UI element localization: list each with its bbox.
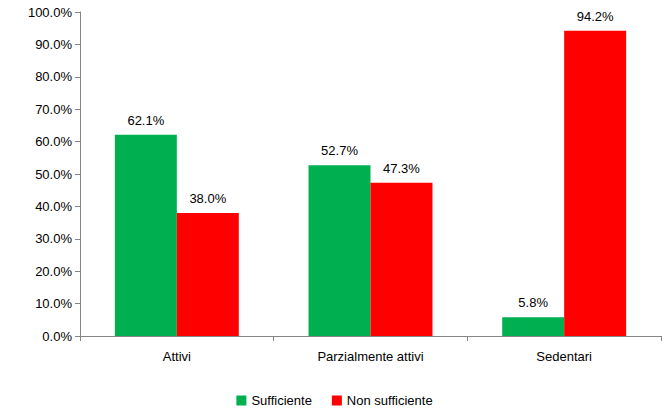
svg-text:60.0%: 60.0%: [35, 134, 72, 149]
svg-text:47.3%: 47.3%: [383, 161, 420, 176]
svg-text:Sedentari: Sedentari: [536, 349, 592, 364]
svg-text:90.0%: 90.0%: [35, 37, 72, 52]
svg-text:30.0%: 30.0%: [35, 231, 72, 246]
svg-text:5.8%: 5.8%: [518, 295, 548, 310]
svg-text:52.7%: 52.7%: [321, 143, 358, 158]
svg-text:Sufficiente: Sufficiente: [251, 393, 311, 408]
svg-text:Non sufficiente: Non sufficiente: [347, 393, 433, 408]
svg-text:38.0%: 38.0%: [189, 191, 226, 206]
svg-text:40.0%: 40.0%: [35, 199, 72, 214]
svg-text:70.0%: 70.0%: [35, 102, 72, 117]
svg-text:50.0%: 50.0%: [35, 167, 72, 182]
svg-text:100.0%: 100.0%: [28, 5, 73, 20]
svg-text:80.0%: 80.0%: [35, 69, 72, 84]
svg-text:10.0%: 10.0%: [35, 296, 72, 311]
svg-text:Parzialmente attivi: Parzialmente attivi: [317, 349, 423, 364]
svg-text:62.1%: 62.1%: [127, 113, 164, 128]
svg-text:0.0%: 0.0%: [42, 329, 72, 344]
svg-text:20.0%: 20.0%: [35, 264, 72, 279]
svg-text:Attivi: Attivi: [163, 349, 191, 364]
svg-text:94.2%: 94.2%: [577, 9, 614, 24]
